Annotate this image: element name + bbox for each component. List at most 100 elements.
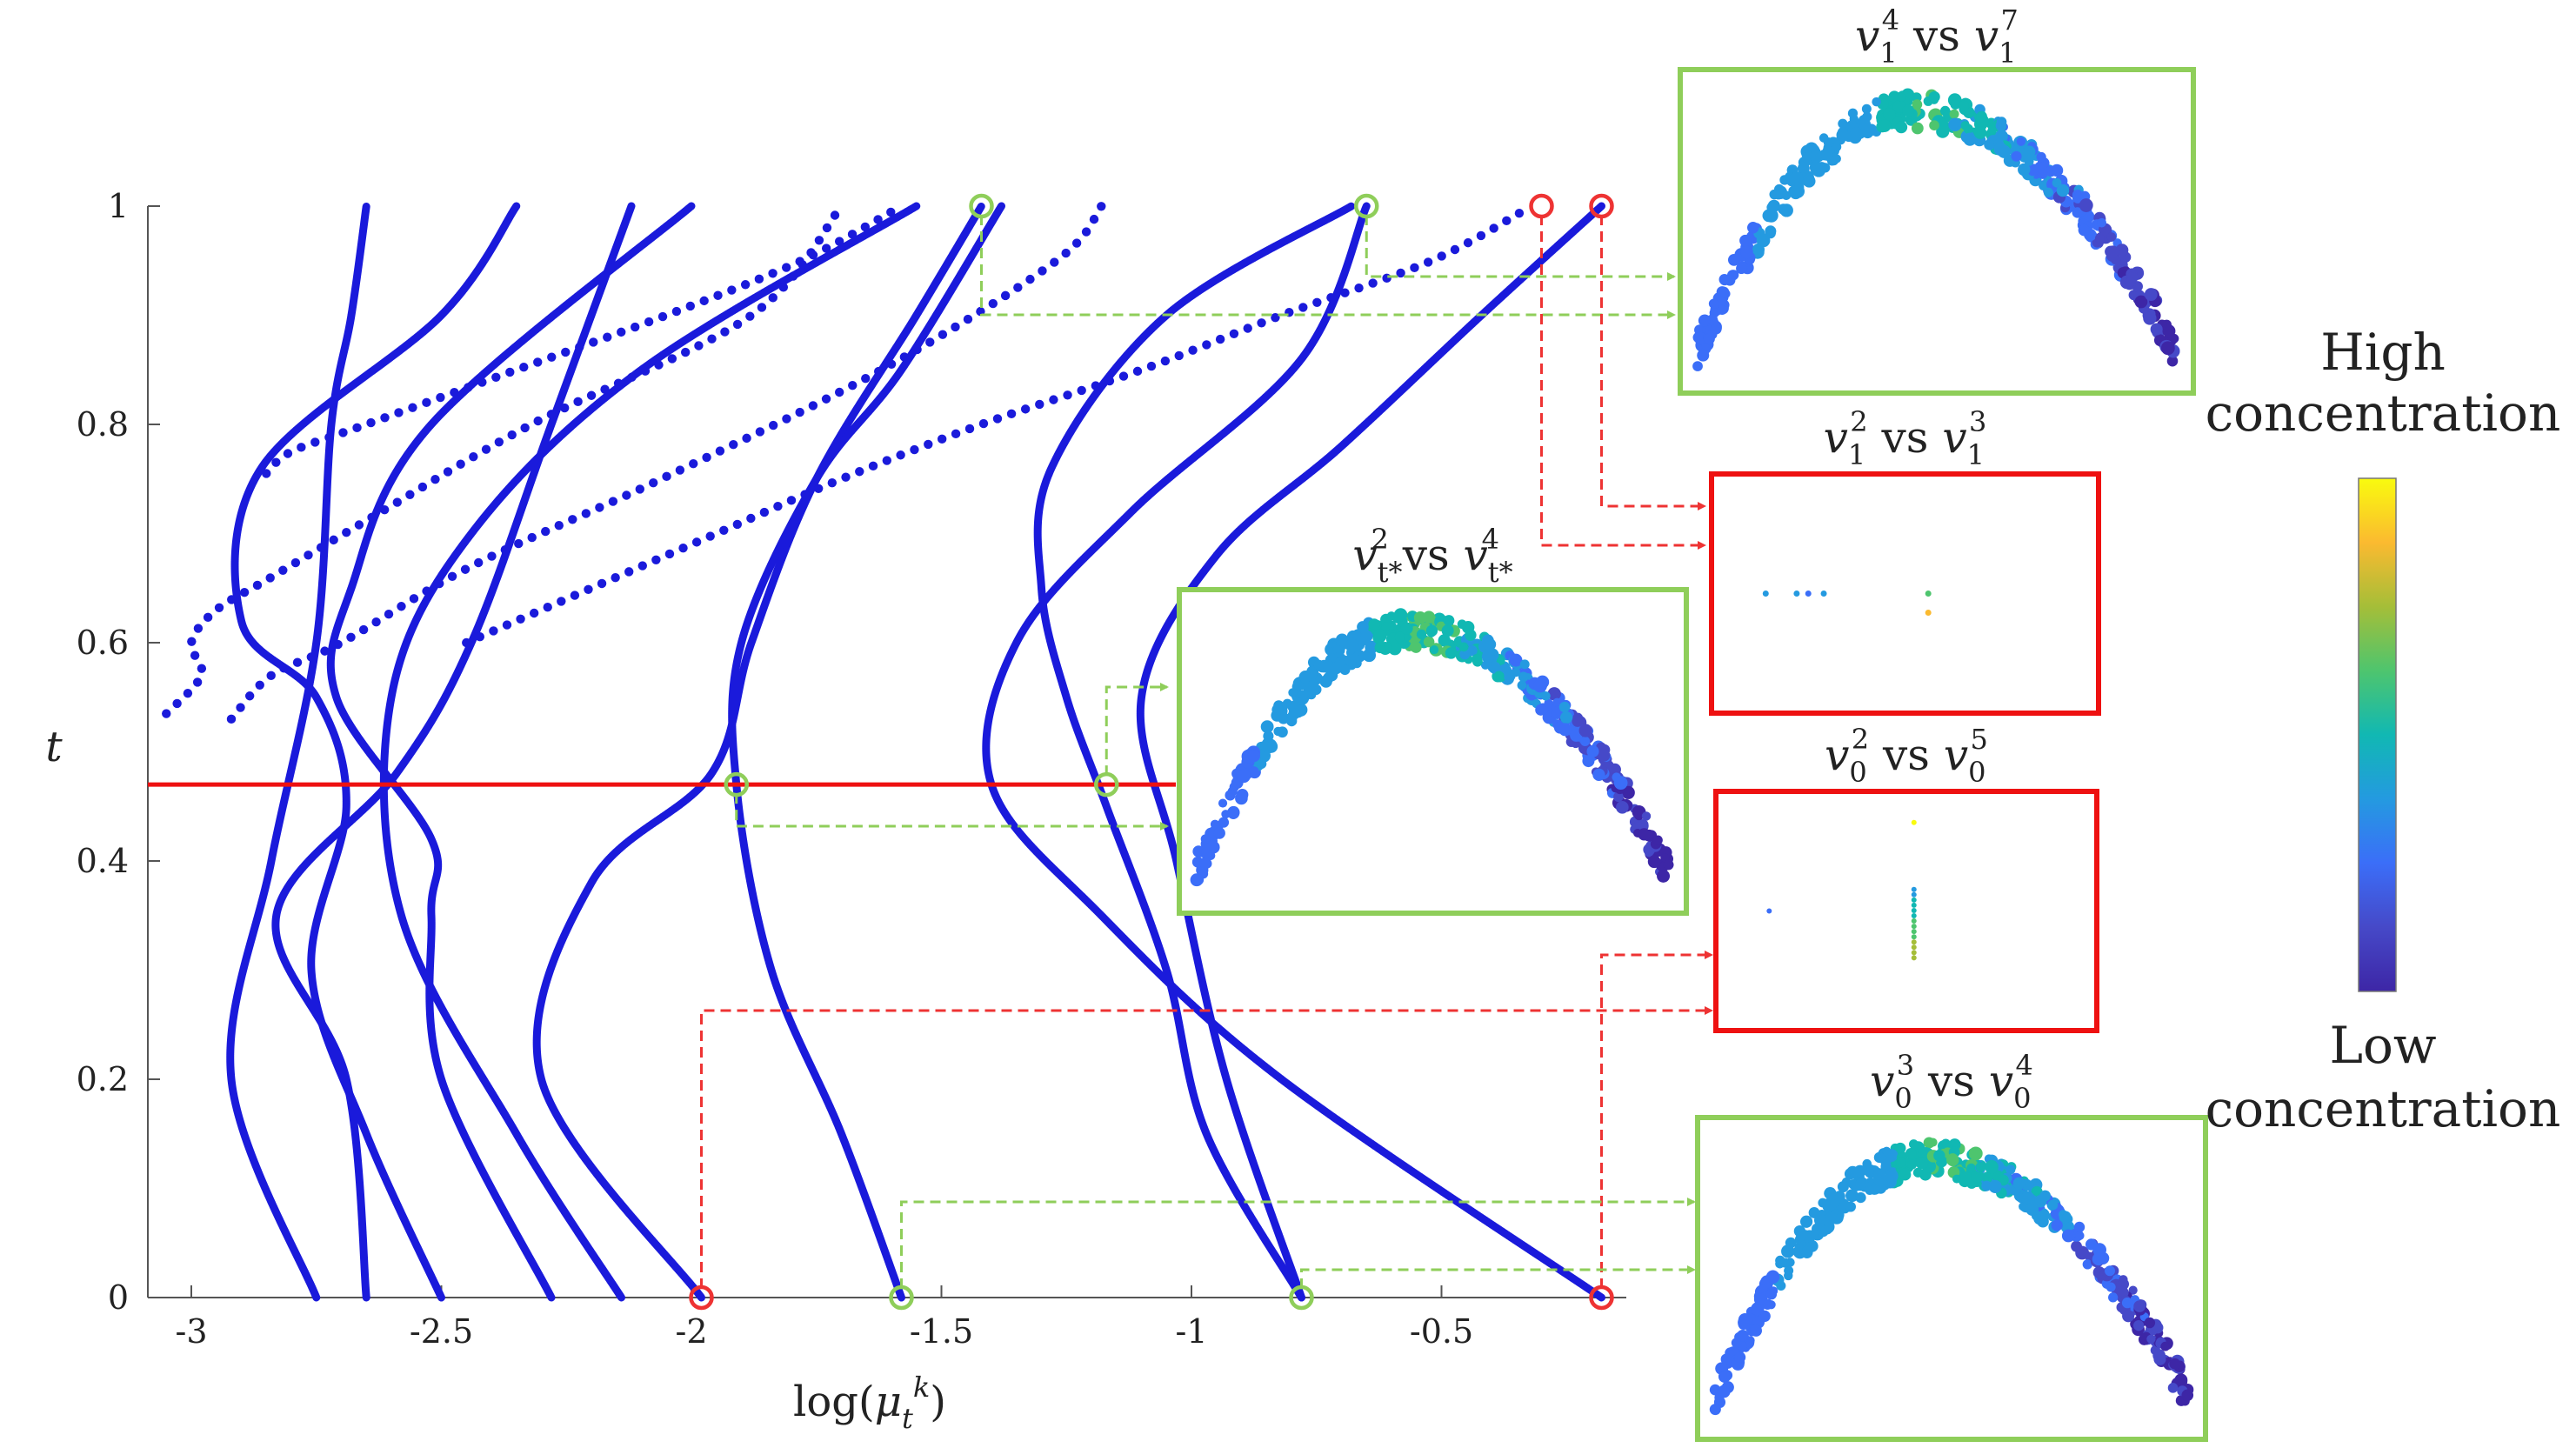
connector-arrow (1104, 683, 1169, 777)
scatter-point (1762, 591, 1769, 597)
trajectory-dot (951, 429, 961, 439)
trajectory-dot (886, 207, 896, 217)
scatter-point (1699, 314, 1711, 325)
trajectory-dot (568, 515, 577, 524)
trajectory-dot (575, 342, 584, 352)
trajectory-line (230, 202, 521, 1302)
scatter-point (1578, 724, 1592, 737)
trajectory-dot (1089, 214, 1099, 224)
trajectory-dot (1476, 230, 1486, 241)
scatter-point (1911, 944, 1917, 951)
trajectory-dot (183, 688, 193, 698)
scatter-point (2152, 1349, 2166, 1362)
scatter-point (1572, 715, 1584, 727)
trajectory-dot (333, 639, 343, 650)
scatter-point (1971, 1169, 1985, 1183)
trajectory-dot (460, 564, 470, 574)
scatter-point (1235, 791, 1248, 805)
trajectory-dot (1382, 273, 1391, 284)
trajectory-dot (283, 449, 293, 458)
connector-arrow (700, 1006, 1713, 1289)
y-tick-label: 0.2 (77, 1060, 129, 1098)
scatter-point (2121, 1297, 2133, 1309)
trajectory-dot (586, 390, 597, 400)
trajectory-dot (541, 526, 551, 537)
scatter-point (2025, 1202, 2039, 1216)
scatter-point (2169, 1358, 2181, 1370)
dotted-trajectory (462, 208, 1525, 648)
trajectory-dot (603, 332, 612, 342)
scatter-point (1641, 811, 1652, 821)
scatter-point (1552, 697, 1562, 707)
scatter-point (1802, 1244, 1813, 1255)
scatter-point (1981, 1171, 1994, 1184)
scatter-point (1237, 769, 1251, 784)
trajectory-dot (595, 503, 604, 512)
scatter-point (2146, 1334, 2156, 1344)
scatter-point (1810, 161, 1820, 171)
scatter-point (2128, 1285, 2138, 1295)
scatter-point (1784, 1265, 1794, 1276)
colorbar-high-label-1: High (2320, 323, 2446, 382)
scatter-point (2052, 177, 2062, 188)
trajectory-dot (1013, 283, 1023, 292)
scatter-point (2160, 341, 2175, 356)
trajectory-dot (868, 461, 878, 471)
trajectory-dot (1006, 409, 1017, 419)
scatter-point (1925, 591, 1932, 597)
red-circle-marker (1589, 193, 1614, 219)
scatter-point (1855, 1191, 1866, 1204)
trajectory-dot (547, 352, 557, 362)
scatter-point (2144, 288, 2158, 302)
scatter-point (2075, 1231, 2085, 1240)
scatter-point (1498, 664, 1509, 674)
scatter-point (1358, 624, 1369, 634)
trajectory-dot (795, 407, 804, 417)
panel-4: v02 vs v05 (1713, 723, 2099, 1033)
trajectory-dot (861, 373, 871, 384)
scatter-point (1996, 117, 2007, 127)
scatter-point (1925, 610, 1932, 616)
scatter-point (2078, 224, 2091, 237)
trajectory-dot (352, 423, 362, 433)
trajectory-dot (978, 418, 989, 429)
scatter-point (2056, 184, 2070, 197)
trajectory-dot (589, 337, 598, 347)
scatter-point (1488, 661, 1501, 674)
trajectory-dot (310, 437, 320, 447)
scatter-point (1861, 103, 1872, 114)
trajectory-dot (417, 482, 428, 492)
scatter-point (2018, 163, 2031, 177)
scatter-point (1225, 790, 1236, 801)
trajectory-dot (855, 467, 864, 477)
colorbar-low-label-2: concentration (2206, 1079, 2561, 1138)
scatter-point (1199, 857, 1211, 870)
trajectory-dot (729, 440, 738, 450)
trajectory-dot (1423, 257, 1433, 267)
trajectory-dot (886, 359, 897, 370)
colorbar-low-label-1: Low (2329, 1016, 2436, 1075)
trajectory-dot (367, 512, 377, 523)
trajectory-dot (408, 403, 417, 412)
scatter-point (1616, 801, 1629, 814)
trajectory-dot (380, 413, 390, 423)
scatter-point (1192, 874, 1205, 885)
scatter-point (1426, 628, 1436, 637)
trajectory-dot (394, 408, 404, 417)
scatter-point (1286, 715, 1298, 727)
dotted-trajectories (162, 202, 1525, 724)
trajectory-dot (354, 520, 364, 530)
scatter-point (1247, 749, 1260, 763)
trajectory-dot (689, 459, 698, 469)
scatter-point (2043, 187, 2053, 197)
scatter-point (1882, 1146, 1892, 1156)
trajectory-dot (925, 337, 935, 347)
scatter-point (1443, 615, 1455, 626)
trajectory-dot (561, 347, 571, 357)
scatter-point (2011, 150, 2022, 162)
trajectory-dot (1502, 216, 1512, 226)
trajectory-dot (691, 537, 702, 547)
scatter-point (1445, 647, 1458, 659)
scatter-point (1897, 92, 1906, 102)
trajectory-dot (316, 543, 326, 552)
